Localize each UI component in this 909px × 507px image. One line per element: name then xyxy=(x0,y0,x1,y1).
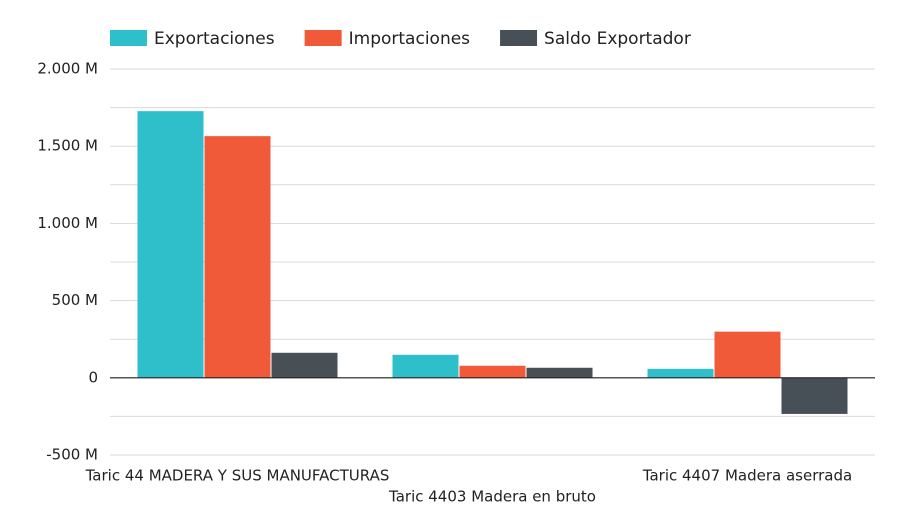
y-tick-label: 0 xyxy=(88,368,98,386)
x-tick-label: Taric 4407 Madera aserrada xyxy=(642,467,852,485)
legend-label: Importaciones xyxy=(349,29,471,49)
bar xyxy=(714,331,781,378)
y-tick-label: -500 M xyxy=(46,446,98,464)
bar xyxy=(526,367,593,378)
bar xyxy=(204,136,271,378)
legend-label: Exportaciones xyxy=(154,29,275,49)
bar xyxy=(459,365,526,378)
bar xyxy=(271,352,338,378)
bar xyxy=(137,111,204,378)
legend-swatch xyxy=(500,30,538,46)
y-tick-label: 2.000 M xyxy=(37,60,98,78)
x-tick-label: Taric 44 MADERA Y SUS MANUFACTURAS xyxy=(85,467,390,485)
y-tick-label: 500 M xyxy=(52,291,98,309)
bar xyxy=(392,354,459,378)
x-tick-label: Taric 4403 Madera en bruto xyxy=(388,488,596,506)
y-tick-label: 1.500 M xyxy=(37,137,98,155)
legend-label: Saldo Exportador xyxy=(544,29,691,49)
bar xyxy=(647,368,714,378)
legend-swatch xyxy=(110,30,147,46)
legend-swatch xyxy=(304,30,342,46)
y-tick-label: 1.000 M xyxy=(37,214,98,232)
bar xyxy=(781,377,848,414)
